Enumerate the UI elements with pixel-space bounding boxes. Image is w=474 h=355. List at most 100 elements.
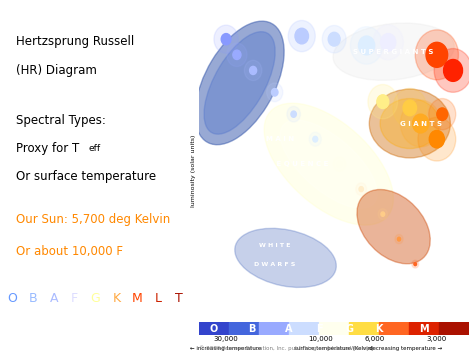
Circle shape: [418, 117, 456, 161]
Circle shape: [401, 100, 441, 147]
Ellipse shape: [333, 23, 454, 80]
Bar: [289, 322, 319, 335]
Text: D W A R F S: D W A R F S: [254, 262, 295, 267]
Circle shape: [287, 106, 301, 122]
Circle shape: [378, 209, 388, 220]
Circle shape: [221, 34, 231, 45]
Text: 30,000: 30,000: [214, 336, 238, 342]
Circle shape: [227, 43, 247, 66]
Circle shape: [403, 100, 417, 116]
Circle shape: [356, 183, 366, 195]
Circle shape: [368, 84, 398, 119]
Text: S E Q U E N C E: S E Q U E N C E: [269, 161, 329, 167]
Ellipse shape: [369, 89, 450, 158]
Text: (HR) Diagram: (HR) Diagram: [16, 64, 97, 77]
Text: Spectral Types:: Spectral Types:: [16, 114, 106, 127]
Circle shape: [328, 32, 340, 46]
Text: G: G: [345, 324, 353, 334]
Circle shape: [309, 132, 321, 146]
Circle shape: [313, 136, 318, 142]
Circle shape: [444, 60, 463, 81]
Text: O: O: [7, 292, 17, 305]
Circle shape: [214, 25, 238, 53]
Circle shape: [412, 260, 419, 268]
Circle shape: [414, 263, 417, 266]
Text: K: K: [375, 324, 383, 334]
Circle shape: [437, 108, 447, 120]
Circle shape: [350, 27, 383, 64]
Bar: [199, 322, 229, 335]
Circle shape: [381, 212, 385, 216]
Circle shape: [250, 66, 256, 75]
Text: Or about 10,000 F: Or about 10,000 F: [16, 245, 123, 258]
Circle shape: [428, 99, 456, 130]
Text: Hertzsprung Russell: Hertzsprung Russell: [16, 36, 134, 49]
Text: Our Sun: 5,700 deg Kelvin: Our Sun: 5,700 deg Kelvin: [16, 213, 170, 226]
Circle shape: [359, 187, 364, 192]
Text: T: T: [175, 292, 183, 305]
Text: 6,000: 6,000: [365, 336, 385, 342]
Circle shape: [397, 237, 401, 241]
Ellipse shape: [280, 120, 377, 208]
Text: M A I N: M A I N: [266, 136, 294, 142]
Circle shape: [272, 88, 278, 96]
Circle shape: [233, 50, 241, 60]
Text: © 2004 Pearson Education, Inc. publishing as Addison Wesley: © 2004 Pearson Education, Inc. publishin…: [199, 346, 370, 351]
Bar: [229, 322, 259, 335]
Circle shape: [337, 161, 342, 167]
Bar: [259, 322, 289, 335]
Text: K: K: [112, 292, 120, 305]
Circle shape: [322, 26, 346, 53]
Circle shape: [412, 114, 428, 133]
Ellipse shape: [204, 32, 275, 134]
Text: G: G: [91, 292, 100, 305]
Circle shape: [266, 83, 283, 102]
Ellipse shape: [357, 190, 430, 264]
Circle shape: [334, 157, 346, 171]
Text: decreasing temperature →: decreasing temperature →: [369, 346, 442, 351]
Circle shape: [395, 234, 403, 244]
Text: eff: eff: [89, 144, 100, 153]
Text: 10,000: 10,000: [308, 336, 333, 342]
Bar: [349, 322, 379, 335]
Text: L: L: [155, 292, 162, 305]
Circle shape: [288, 21, 315, 52]
Text: F: F: [316, 324, 322, 334]
Bar: [319, 322, 349, 335]
Text: W H I T E: W H I T E: [259, 243, 291, 248]
Text: Or surface temperature: Or surface temperature: [16, 170, 156, 184]
Circle shape: [244, 60, 262, 81]
Text: S U P E R G I A N T S: S U P E R G I A N T S: [354, 49, 434, 55]
Circle shape: [415, 30, 458, 80]
Circle shape: [381, 34, 396, 51]
Circle shape: [429, 130, 445, 148]
Circle shape: [373, 25, 403, 60]
Circle shape: [426, 42, 447, 67]
Text: A: A: [285, 324, 293, 334]
Bar: [409, 322, 439, 335]
Circle shape: [434, 49, 472, 92]
Text: M: M: [132, 292, 143, 305]
Text: M: M: [419, 324, 429, 334]
Ellipse shape: [195, 21, 284, 145]
Ellipse shape: [235, 228, 336, 288]
Text: B: B: [248, 324, 255, 334]
Text: A: A: [49, 292, 58, 305]
Circle shape: [358, 36, 374, 55]
Ellipse shape: [380, 99, 439, 148]
Text: B: B: [28, 292, 37, 305]
Text: ← increasing temperature: ← increasing temperature: [191, 346, 262, 351]
Circle shape: [377, 95, 389, 109]
Text: F: F: [71, 292, 78, 305]
Bar: [439, 322, 469, 335]
Ellipse shape: [264, 103, 393, 225]
Circle shape: [393, 88, 427, 127]
Text: G I A N T S: G I A N T S: [400, 121, 442, 126]
Text: 3,000: 3,000: [427, 336, 447, 342]
Text: surface temperature (Kelvin): surface temperature (Kelvin): [294, 346, 374, 351]
Text: O: O: [210, 324, 218, 334]
Circle shape: [295, 28, 309, 44]
Circle shape: [291, 111, 296, 117]
Text: Proxy for T: Proxy for T: [16, 142, 79, 155]
Bar: [379, 322, 409, 335]
